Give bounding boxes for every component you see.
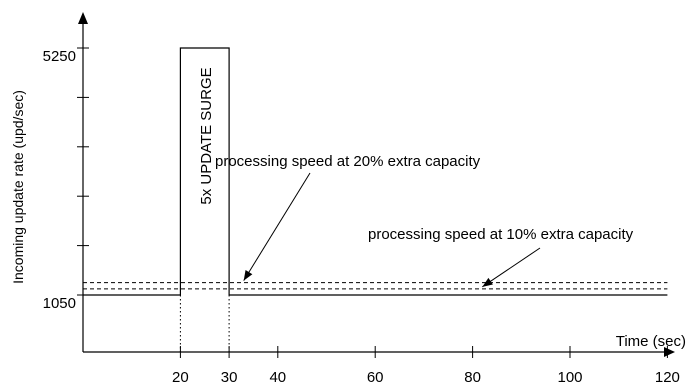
y-tick-label: 1050 [43, 295, 76, 312]
x-tick-label: 80 [464, 369, 481, 386]
callout-arrowhead [482, 277, 493, 287]
surge-label: 5x UPDATE SURGE [198, 67, 215, 204]
surge-guides [179, 295, 230, 352]
reference-line-label: processing speed at 20% extra capacity [215, 153, 481, 170]
x-tick-label: 20 [172, 369, 189, 386]
x-tick-label: 60 [367, 369, 384, 386]
x-tick-label: 100 [557, 369, 582, 386]
y-tick-label: 5250 [43, 48, 76, 65]
callout-arrow-line [482, 247, 541, 288]
annotation-layer: 5x UPDATE SURGE processing speed at 20% e… [198, 67, 634, 288]
y-axis-arrowhead [78, 12, 88, 24]
x-axis-arrowhead [664, 347, 675, 357]
x-axis-title: Time (sec) [616, 333, 686, 350]
callout-arrowhead [243, 270, 253, 281]
callout-arrow-line [243, 172, 311, 281]
axes [78, 12, 675, 357]
tick-layer: 1050 5250 20 30 40 60 80 100 120 [43, 47, 680, 386]
y-axis-title: Incoming update rate (upd/sec) [10, 90, 26, 284]
series-layer [83, 47, 668, 296]
x-tick-label: 120 [655, 369, 680, 386]
x-tick-label: 40 [269, 369, 286, 386]
x-tick-label: 30 [221, 369, 238, 386]
reference-lines [83, 282, 668, 290]
reference-line-label: processing speed at 10% extra capacity [368, 226, 634, 243]
update-rate-line [83, 47, 668, 296]
